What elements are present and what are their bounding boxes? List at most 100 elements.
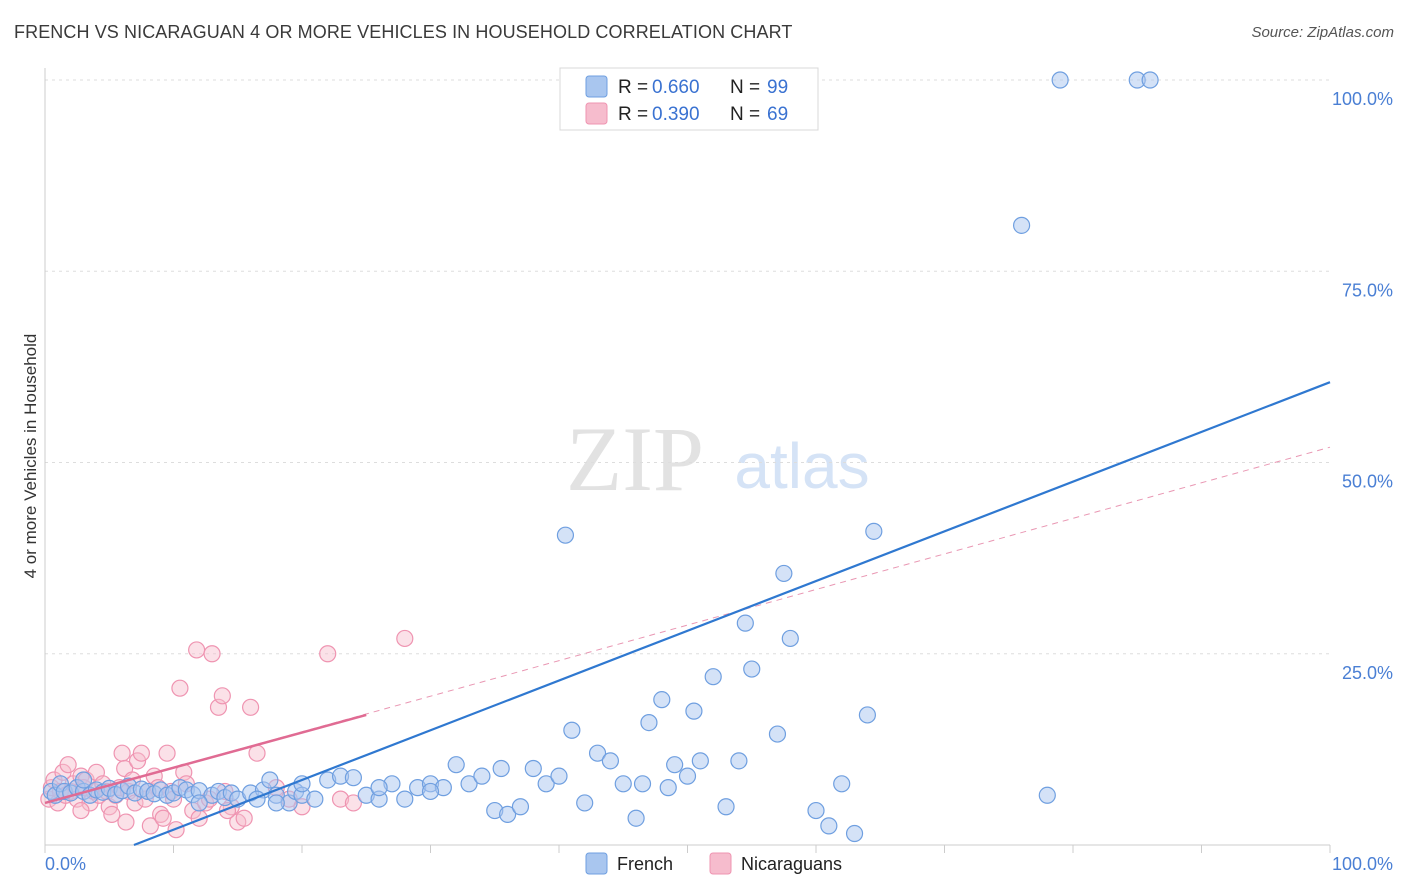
x-tick-label-1: 100.0%	[1332, 854, 1393, 874]
bottom-legend-swatch-nicaraguans	[709, 852, 732, 875]
french-point	[781, 629, 799, 648]
legend-french-r-value: 0.660	[652, 77, 700, 98]
nicaraguans-point	[203, 645, 221, 663]
french-point	[704, 668, 722, 686]
nicaraguans-point	[319, 645, 337, 663]
legend-nic-r-value: 0.390	[652, 104, 700, 125]
french-point	[396, 790, 414, 808]
tick-labels: 25.0% 50.0% 75.0% 100.0% 0.0% 100.0%	[45, 89, 1393, 874]
series-nicaraguans	[40, 629, 414, 839]
french-point	[550, 767, 568, 785]
french-point	[537, 775, 555, 793]
french-point	[627, 809, 645, 827]
french-point	[563, 721, 581, 739]
y-tick-label-3: 100.0%	[1332, 89, 1393, 109]
french-point	[768, 725, 787, 743]
legend-french-r-label: R =	[618, 77, 648, 98]
source-label: Source: ZipAtlas.com	[1251, 24, 1394, 41]
french-point	[865, 522, 883, 540]
nicaraguans-point	[213, 687, 231, 705]
watermark-atlas: atlas	[734, 430, 869, 502]
nicaraguans-point	[158, 744, 176, 762]
legend-nic-n-value: 69	[767, 104, 788, 125]
french-point	[74, 771, 93, 789]
nicaraguans-point	[154, 809, 172, 827]
french-point	[261, 771, 279, 789]
french-point	[421, 782, 440, 801]
french-point	[678, 767, 697, 785]
french-point	[736, 614, 754, 632]
french-point	[820, 817, 838, 835]
series-french	[42, 71, 1159, 843]
trend-lines	[44, 381, 1331, 847]
french-point	[267, 794, 285, 812]
french-point	[775, 564, 793, 583]
axes	[44, 68, 1331, 853]
french-point	[588, 744, 607, 762]
french-point	[344, 769, 362, 787]
watermark-zip: ZIP	[566, 408, 704, 510]
french-point	[556, 526, 575, 544]
y-tick-label-0: 25.0%	[1342, 663, 1393, 683]
french-point	[447, 756, 465, 774]
french-point	[601, 752, 620, 770]
nicaraguans-point	[242, 698, 260, 716]
french-point	[499, 805, 517, 824]
nicaraguans-point	[132, 744, 150, 762]
nicaraguans-point	[344, 794, 362, 812]
nicaraguans-point	[396, 629, 414, 648]
french-point	[1141, 71, 1159, 89]
legend-swatch-nicaraguans	[585, 102, 608, 125]
nicaraguans-point	[171, 679, 189, 697]
nicaraguans-point	[331, 790, 350, 808]
french-point	[190, 794, 208, 812]
nicaraguans-point	[72, 801, 90, 820]
nicaraguans-point	[117, 813, 135, 831]
french-point	[1051, 71, 1069, 89]
x-tick-label-0: 0.0%	[45, 854, 86, 874]
nicaraguans-point	[59, 756, 77, 774]
french-point	[370, 779, 388, 797]
french-point	[730, 752, 748, 770]
y-axis-label: 4 or more Vehicles in Household	[21, 334, 40, 579]
french-point	[614, 775, 632, 793]
french-point	[511, 798, 530, 816]
y-tick-label-2: 75.0%	[1342, 280, 1393, 300]
grid-lines	[45, 79, 1330, 655]
french-point	[685, 702, 703, 720]
legend-nic-r-label: R =	[618, 104, 648, 125]
french-point	[666, 756, 684, 774]
french-point	[845, 824, 864, 843]
nicaraguans-point	[113, 744, 131, 762]
french-point	[492, 759, 510, 778]
legend-nic-n-label: N =	[730, 104, 760, 125]
french-point	[524, 759, 542, 778]
french-point	[858, 706, 877, 724]
bottom-legend-nicaraguans: Nicaraguans	[741, 854, 842, 874]
nicaraguans-point	[188, 641, 206, 659]
french-point	[633, 775, 652, 793]
french-point	[306, 790, 324, 808]
french-point	[1012, 216, 1031, 234]
chart-title: FRENCH VS NICARAGUAN 4 OR MORE VEHICLES …	[14, 22, 793, 42]
nicaraguans-point	[103, 805, 121, 824]
y-tick-label-1: 50.0%	[1342, 472, 1393, 492]
legend: R = 0.660 N = 99 R = 0.390 N = 69	[559, 67, 819, 131]
french-point	[691, 752, 709, 770]
french-point	[833, 775, 851, 793]
legend-french-n-label: N =	[730, 77, 760, 98]
nicaraguans-trend-line	[44, 713, 367, 805]
french-point	[717, 798, 735, 816]
bottom-legend-french: French	[617, 854, 673, 874]
french-point	[653, 691, 671, 709]
french-point	[743, 660, 761, 678]
french-point	[576, 794, 594, 812]
legend-swatch-french	[585, 75, 608, 98]
bottom-legend-swatch-french	[585, 852, 608, 875]
french-point	[659, 779, 677, 797]
bottom-legend: French Nicaraguans	[585, 852, 842, 875]
french-point	[640, 713, 658, 732]
french-trend-line	[133, 381, 1331, 847]
nicaraguans-point	[235, 809, 253, 827]
